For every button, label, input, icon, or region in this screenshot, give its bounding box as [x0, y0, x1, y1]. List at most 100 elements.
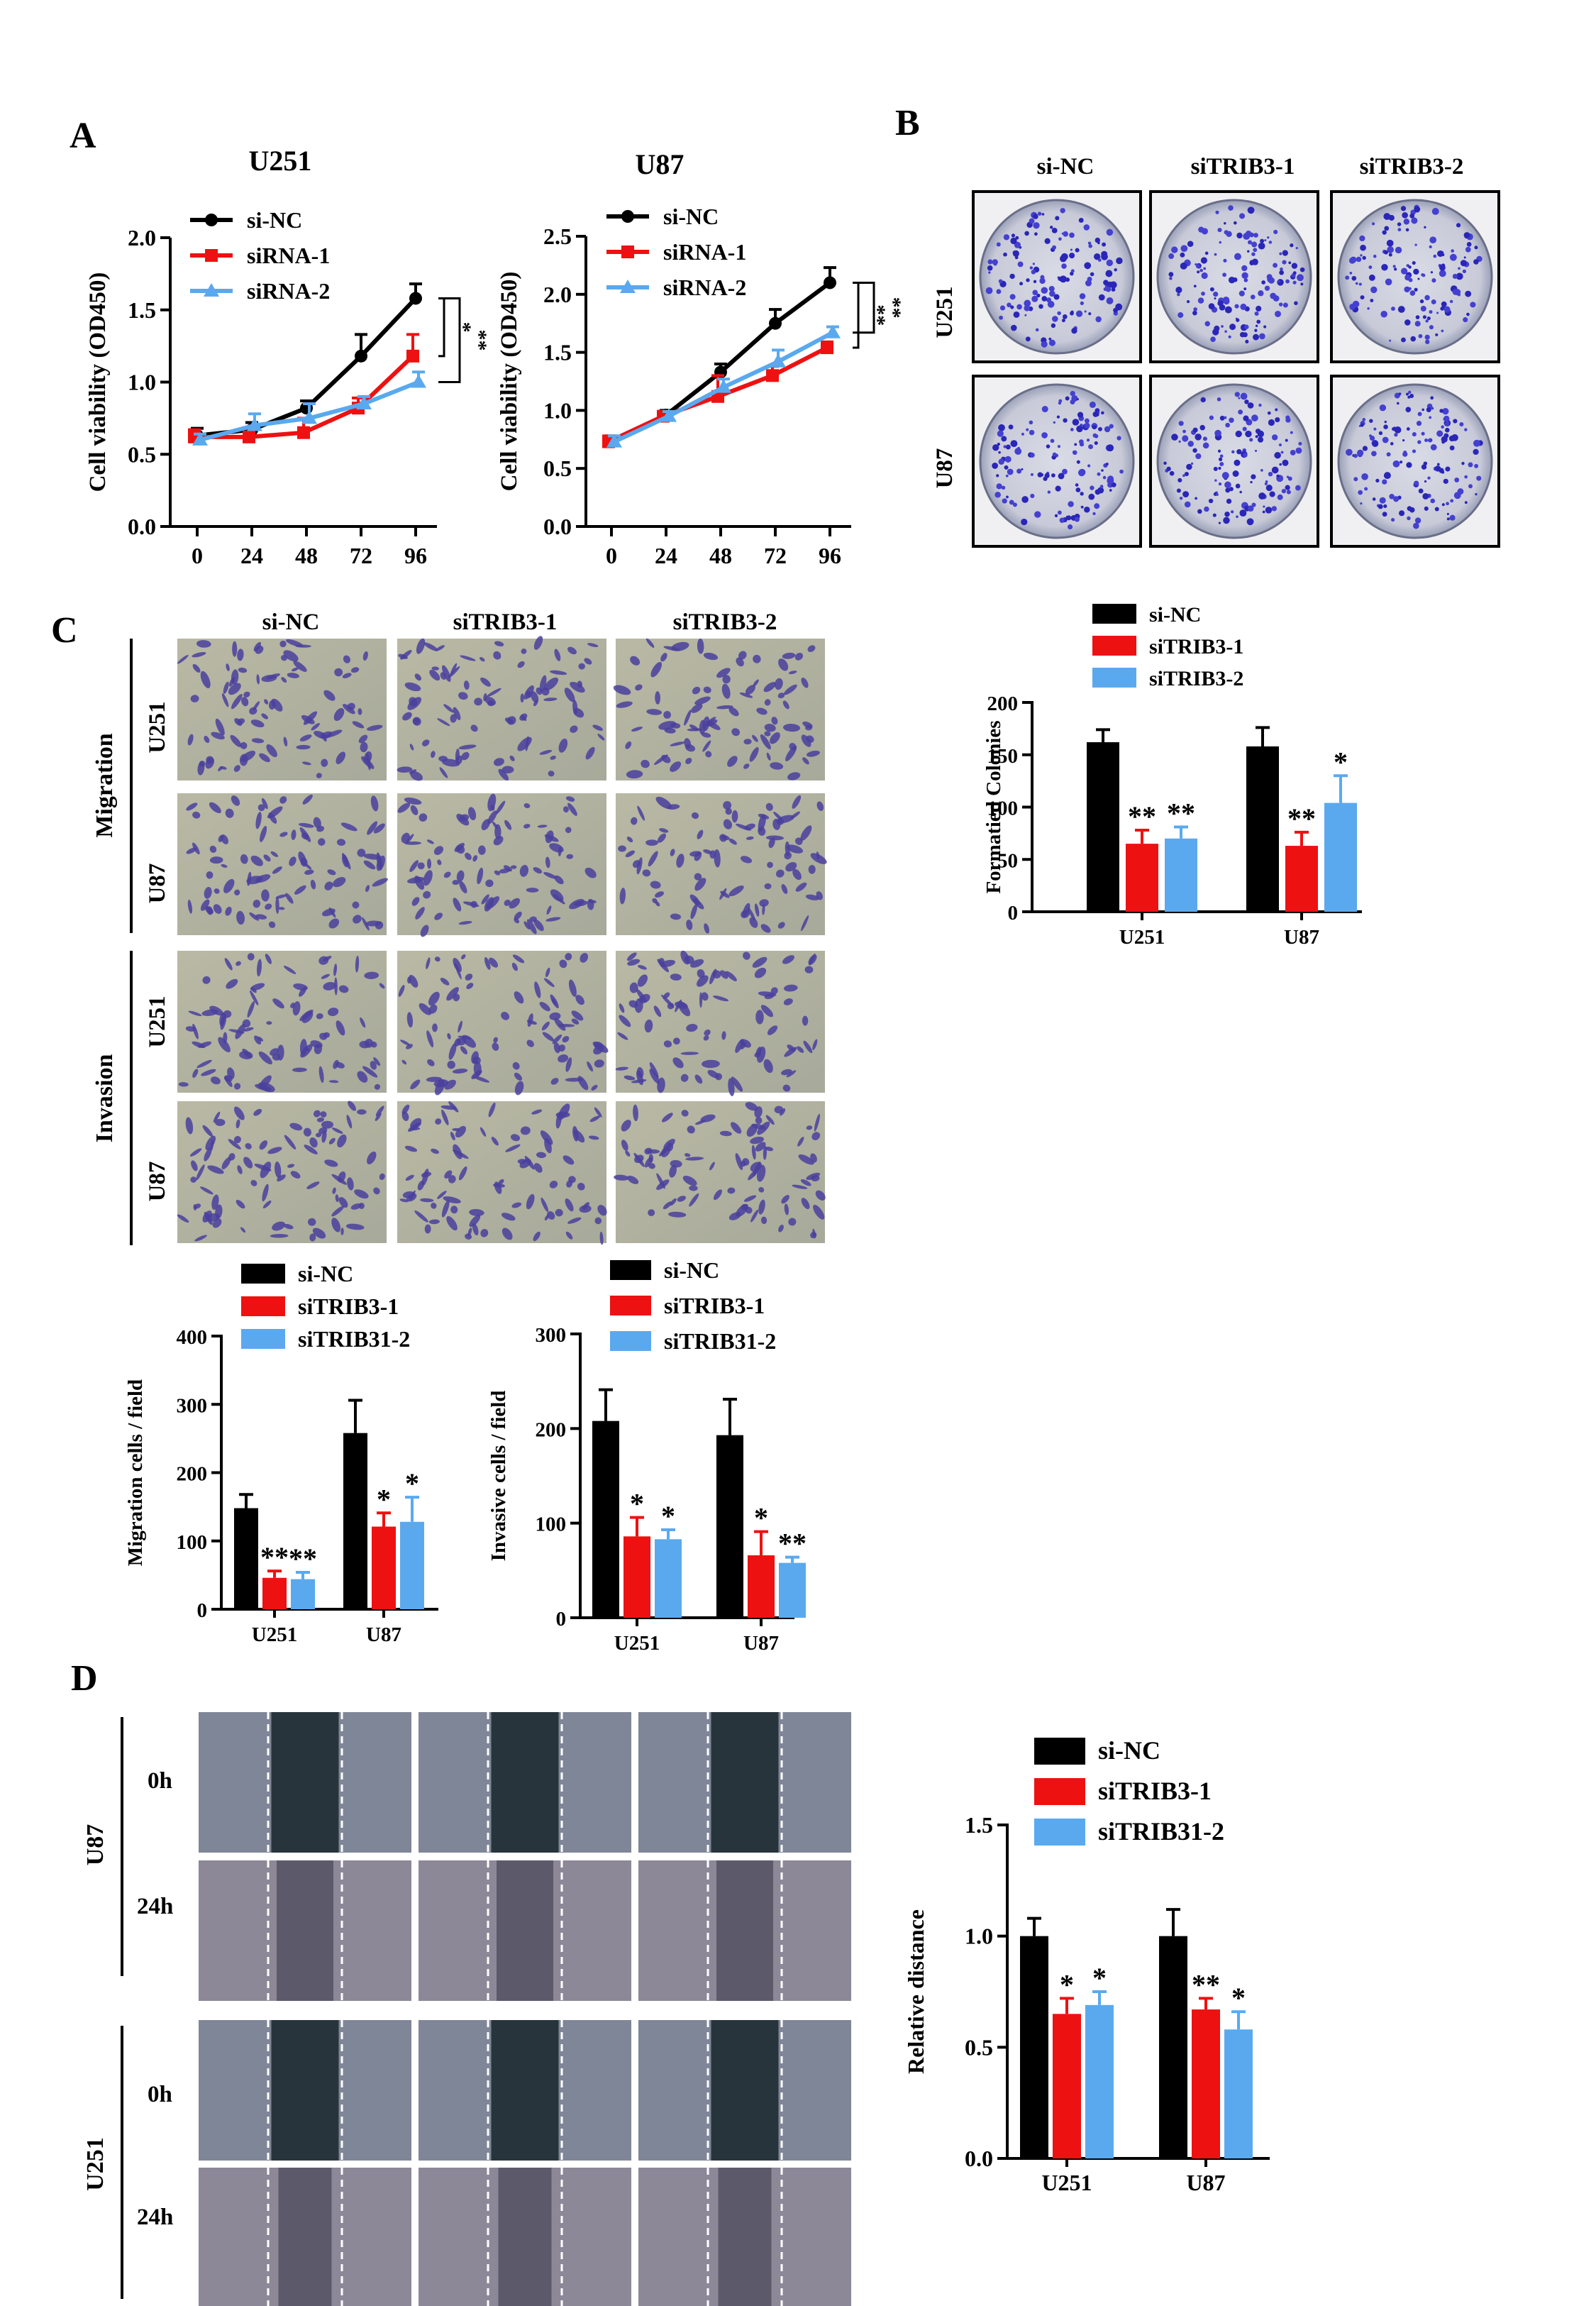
stained-cell [296, 744, 311, 750]
stained-cell [423, 870, 433, 886]
colony [1076, 425, 1083, 433]
stained-cell [709, 850, 716, 859]
stained-cell [716, 705, 733, 710]
data-point [716, 379, 731, 393]
stained-cell [267, 806, 283, 819]
legend-label: siTRIB3-1 [298, 1293, 399, 1319]
stained-cell [301, 832, 309, 840]
colony [1217, 449, 1221, 453]
colony [1084, 418, 1090, 424]
colony [1058, 237, 1062, 241]
colony [1453, 419, 1458, 424]
stained-cell [327, 869, 336, 876]
colony [1087, 241, 1092, 245]
colony [1088, 244, 1092, 248]
colony [1024, 231, 1029, 236]
colony [1219, 461, 1224, 466]
colony [1033, 222, 1040, 229]
colony [1414, 321, 1421, 327]
colony [1375, 478, 1380, 483]
stained-cell [272, 998, 284, 1009]
stained-cell [565, 1231, 573, 1240]
stained-cell [360, 741, 368, 753]
stained-cell [633, 1104, 638, 1122]
stained-cell [243, 691, 250, 697]
stained-cell [241, 697, 249, 707]
stained-cell [536, 687, 543, 695]
stained-cell [446, 987, 459, 1001]
colony [1010, 324, 1017, 331]
colony [1079, 293, 1086, 299]
colony [1403, 450, 1407, 454]
colony [1017, 261, 1024, 267]
colony [1178, 421, 1184, 426]
stained-cell [202, 1125, 214, 1137]
colony [1083, 224, 1090, 231]
stained-cell [797, 1046, 804, 1053]
colony [1224, 481, 1231, 489]
stained-cell [511, 962, 518, 971]
colony [1005, 474, 1009, 478]
stained-cell [634, 1154, 644, 1164]
stained-cell [625, 1150, 631, 1157]
stained-cell [257, 1082, 275, 1093]
wound-gap [497, 1860, 553, 2001]
colony [1239, 331, 1246, 338]
colony [1251, 502, 1256, 507]
stained-cell [657, 833, 666, 843]
stained-cell [770, 987, 778, 995]
stained-cell [441, 1200, 450, 1218]
colony [1219, 454, 1224, 458]
stained-cell [255, 812, 262, 829]
colony [1360, 295, 1365, 300]
transwell-row-label-4: U87 [145, 1162, 170, 1202]
stained-cell [653, 1005, 662, 1017]
colony [1024, 314, 1027, 316]
stained-cell [501, 1012, 510, 1020]
stained-cell [454, 842, 465, 852]
stained-cell [413, 717, 420, 725]
stained-cell [705, 751, 712, 758]
colony [1111, 287, 1116, 292]
stained-cell [701, 992, 709, 1001]
stained-cell [567, 646, 577, 655]
stained-cell [521, 715, 527, 722]
colony [1041, 213, 1045, 216]
colony [1247, 402, 1254, 409]
stained-cell [484, 897, 494, 912]
stained-cell [480, 677, 491, 687]
y-tick-label: 300 [177, 1394, 208, 1417]
stained-cell [663, 992, 670, 999]
colony [1180, 252, 1185, 258]
stained-cell [758, 991, 777, 997]
stained-cell [486, 688, 501, 697]
colony [1424, 506, 1429, 511]
colony [1074, 443, 1077, 446]
stained-cell [770, 732, 780, 744]
colony [1168, 272, 1174, 277]
colony [1277, 494, 1283, 500]
colony [1446, 512, 1449, 515]
stained-cell [536, 1152, 546, 1159]
transwell-row-label-2: U87 [145, 864, 170, 904]
colony [1429, 236, 1437, 243]
stained-cell [742, 1158, 750, 1166]
chart-title: U251 [249, 145, 312, 177]
colony [1259, 333, 1265, 340]
colony-dish [979, 383, 1135, 539]
sig-marker: * [1231, 1982, 1246, 2014]
wound-group-u251: U251 [82, 2137, 109, 2191]
colony [1171, 434, 1178, 441]
colony [1430, 498, 1436, 504]
colony [1423, 461, 1428, 465]
stained-cell [565, 796, 575, 802]
colony [1418, 333, 1423, 338]
colony [1197, 297, 1204, 304]
colony [1078, 217, 1084, 223]
stained-cell [728, 886, 744, 897]
colony [1105, 270, 1113, 277]
colony [998, 279, 1003, 284]
colony [1013, 311, 1020, 318]
stained-cell [321, 1130, 327, 1143]
colony [1246, 518, 1254, 526]
